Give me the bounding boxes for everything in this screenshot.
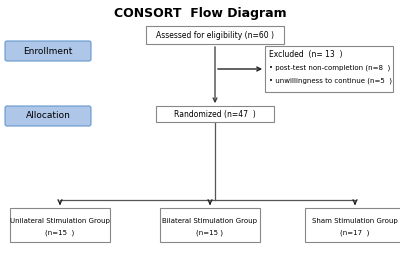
Text: CONSORT  Flow Diagram: CONSORT Flow Diagram xyxy=(114,7,286,20)
Text: Unilateral Stimulation Group: Unilateral Stimulation Group xyxy=(10,218,110,224)
Bar xyxy=(10,208,110,242)
Bar xyxy=(146,26,284,44)
Text: Randomized (n=47  ): Randomized (n=47 ) xyxy=(174,109,256,119)
Text: Bilateral Stimulation Group: Bilateral Stimulation Group xyxy=(162,218,258,224)
Text: Excluded  (n= 13  ): Excluded (n= 13 ) xyxy=(269,50,342,58)
Bar xyxy=(305,208,400,242)
Bar xyxy=(160,208,260,242)
FancyBboxPatch shape xyxy=(5,106,91,126)
Text: Enrollment: Enrollment xyxy=(23,46,73,56)
Text: Allocation: Allocation xyxy=(26,112,70,120)
Text: Sham Stimulation Group: Sham Stimulation Group xyxy=(312,218,398,224)
Text: • post-test non-completion (n=8  ): • post-test non-completion (n=8 ) xyxy=(269,65,390,71)
Text: • unwillingness to continue (n=5  ): • unwillingness to continue (n=5 ) xyxy=(269,78,392,84)
FancyBboxPatch shape xyxy=(5,41,91,61)
Text: (n=17  ): (n=17 ) xyxy=(340,229,370,236)
Bar xyxy=(265,46,393,92)
Text: (n=15  ): (n=15 ) xyxy=(45,229,75,236)
Bar xyxy=(156,106,274,122)
Text: (n=15 ): (n=15 ) xyxy=(196,229,224,236)
Text: Assessed for eligibility (n=60 ): Assessed for eligibility (n=60 ) xyxy=(156,30,274,40)
